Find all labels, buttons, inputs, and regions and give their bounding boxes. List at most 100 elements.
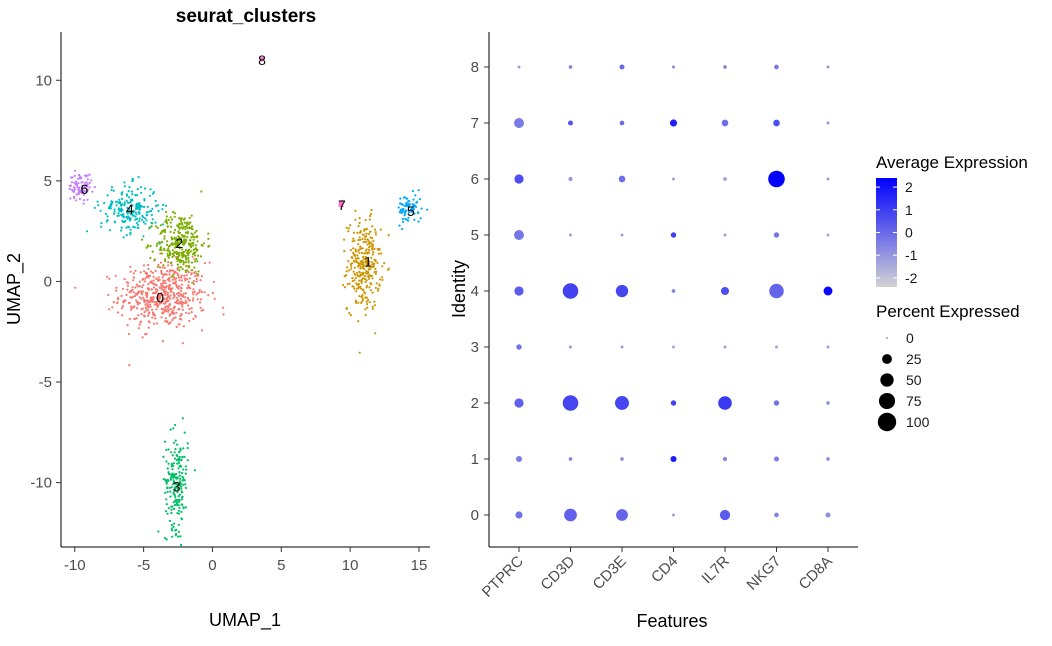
umap-point xyxy=(181,479,184,482)
umap-point xyxy=(178,285,181,288)
umap-point xyxy=(180,276,183,279)
umap-point xyxy=(163,249,166,252)
dot-IL7R-4 xyxy=(720,286,730,296)
umap-point xyxy=(175,255,178,259)
umap-point xyxy=(171,253,174,256)
dot-PTPRC-5 xyxy=(514,230,524,240)
umap-y-ticks: -10 -5 0 5 10 xyxy=(30,72,61,492)
umap-point xyxy=(338,202,341,205)
umap-point xyxy=(187,284,190,287)
umap-point xyxy=(160,292,163,295)
umap-point xyxy=(82,189,85,192)
umap-point xyxy=(129,265,132,268)
umap-point xyxy=(348,312,351,315)
umap-point xyxy=(81,186,84,189)
umap-point xyxy=(187,312,191,315)
size-legend-label: 50 xyxy=(906,372,922,388)
umap-point xyxy=(165,538,168,541)
umap-point xyxy=(165,215,168,218)
umap-point xyxy=(150,288,153,291)
umap-point xyxy=(417,220,420,223)
umap-point xyxy=(192,282,196,286)
umap-point xyxy=(126,206,129,209)
umap-point xyxy=(124,299,127,302)
umap-point xyxy=(131,286,134,289)
umap-point xyxy=(150,280,153,283)
umap-point xyxy=(207,232,210,235)
umap-point xyxy=(173,281,176,284)
dot-CD3E-5 xyxy=(620,233,624,237)
dotplot-x-tick-label: CD3E xyxy=(590,553,630,593)
umap-point xyxy=(181,417,184,420)
umap-point xyxy=(161,230,164,233)
umap-point xyxy=(366,227,369,230)
umap-point xyxy=(198,289,201,292)
umap-point xyxy=(114,274,117,277)
color-legend-tick-label: 2 xyxy=(905,179,913,195)
umap-point xyxy=(179,261,182,264)
umap-point xyxy=(174,423,177,427)
umap-point xyxy=(196,240,199,243)
umap-point xyxy=(183,238,186,241)
umap-point xyxy=(193,258,196,261)
umap-point xyxy=(193,236,196,239)
dot-CD3E-0 xyxy=(616,509,628,521)
umap-point xyxy=(166,487,169,490)
umap-point xyxy=(173,507,176,510)
umap-point xyxy=(179,237,182,240)
umap-point xyxy=(165,222,169,225)
umap-point xyxy=(128,226,131,229)
umap-point xyxy=(158,302,161,305)
umap-point xyxy=(131,210,134,213)
umap-point xyxy=(129,210,132,213)
umap-point xyxy=(131,180,134,183)
umap-point xyxy=(367,275,370,279)
umap-point xyxy=(164,302,167,305)
umap-point xyxy=(154,317,157,320)
dotplot-y-ticks: 0 1 2 3 4 5 6 7 8 xyxy=(471,59,489,524)
umap-point xyxy=(373,300,376,303)
umap-point xyxy=(127,281,130,284)
umap-point xyxy=(138,290,141,293)
umap-point xyxy=(132,279,135,282)
umap-point xyxy=(153,322,156,325)
dot-CD3D-0 xyxy=(564,508,577,522)
umap-point xyxy=(185,274,188,277)
umap-point xyxy=(402,196,406,199)
umap-cluster-4-points xyxy=(85,176,167,245)
dot-CD8A-5 xyxy=(826,233,830,237)
umap-point xyxy=(365,279,368,282)
umap-point xyxy=(170,465,173,468)
umap-point xyxy=(191,281,194,284)
umap-point xyxy=(187,286,190,289)
size-legend-title: Percent Expressed xyxy=(876,302,1020,321)
umap-point xyxy=(184,292,188,295)
umap-point xyxy=(160,284,163,287)
dot-CD8A-0 xyxy=(825,512,831,518)
umap-point xyxy=(158,278,161,281)
umap-point xyxy=(130,190,134,193)
umap-point xyxy=(138,323,141,326)
dot-CD3D-1 xyxy=(568,457,573,461)
umap-point xyxy=(192,297,195,300)
umap-point xyxy=(194,251,197,254)
umap-point xyxy=(193,469,196,472)
umap-point xyxy=(165,286,168,289)
umap-point xyxy=(411,203,414,206)
umap-point xyxy=(194,270,197,273)
dotplot-x-tick-label: PTPRC xyxy=(479,553,527,601)
dot-NKG7-5 xyxy=(773,232,780,238)
umap-point xyxy=(374,332,377,335)
umap-point xyxy=(78,186,81,189)
umap-point xyxy=(125,293,128,296)
umap-point xyxy=(165,320,168,323)
umap-point xyxy=(176,483,179,486)
umap-point xyxy=(179,477,182,481)
umap-point xyxy=(367,232,370,236)
umap-point xyxy=(108,229,111,232)
umap-point xyxy=(181,503,184,506)
size-legend-dot xyxy=(880,373,894,387)
umap-point xyxy=(179,535,182,538)
umap-point xyxy=(149,303,152,306)
umap-point xyxy=(411,189,414,193)
